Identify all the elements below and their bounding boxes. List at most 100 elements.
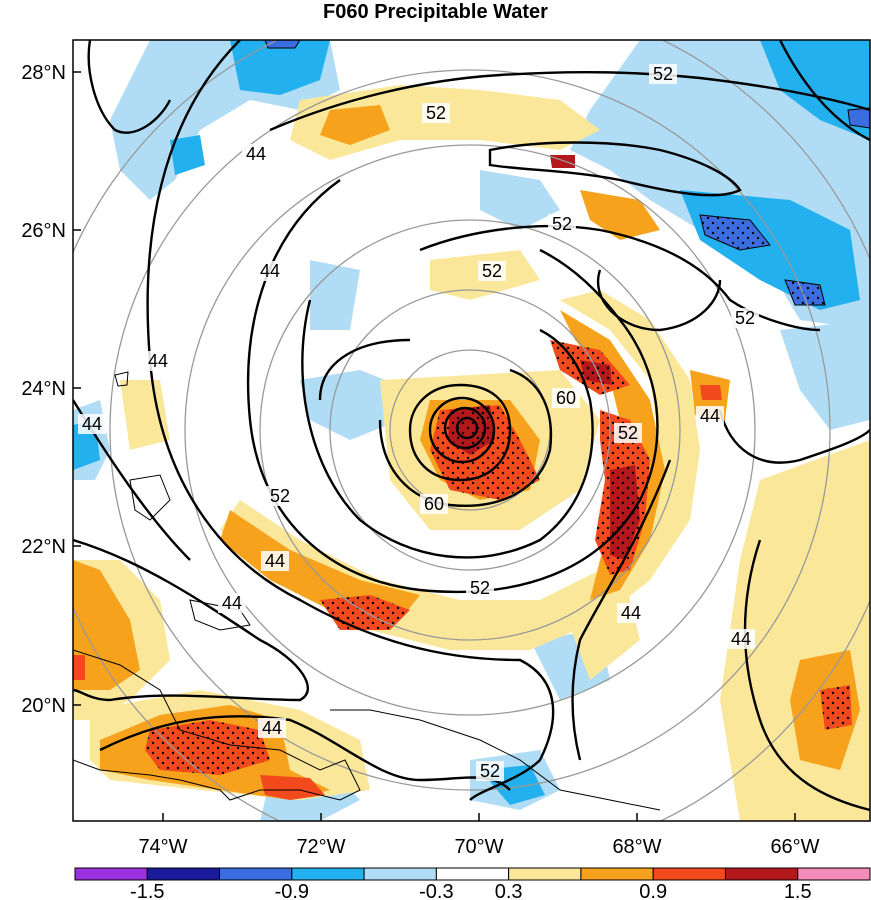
contour-60-2 (408, 383, 512, 482)
lightyellow-ring (220, 290, 700, 650)
contour-44-outer-w (146, 40, 555, 801)
contour-label-bg (478, 261, 506, 281)
contour-44-s (99, 715, 511, 791)
contour-label: 44 (262, 718, 282, 738)
contour-label: 44 (731, 629, 751, 649)
red-region-s2 (260, 775, 325, 800)
lon-label: 72°W (296, 836, 345, 858)
contour-label-bg (420, 494, 448, 514)
colorbar-bin (508, 867, 582, 881)
contour-label: 52 (653, 64, 673, 84)
colorbar-bin (74, 867, 148, 881)
contour-52-center (318, 338, 411, 401)
contour-labels: 52 52 44 52 52 44 52 44 52 60 60 52 52 44 44 44 44 44 44 44… (78, 64, 759, 781)
contour-label: 44 (222, 593, 242, 613)
contour-label-bg (548, 214, 576, 234)
contour-label-bg (78, 414, 106, 434)
contour-44-se2 (743, 539, 870, 812)
contour-label-bg (731, 308, 759, 328)
medblue-region-ne2 (760, 40, 870, 140)
colorbar-bin (435, 867, 510, 881)
lightblue-region-c2 (310, 260, 360, 330)
lightblue-region-center2 (480, 170, 560, 230)
contour-52-inner-1 (246, 179, 659, 594)
lat-label: 26°N (21, 220, 66, 242)
plot-frame (72, 39, 871, 822)
contour-label-bg (696, 406, 724, 426)
contour-label: 52 (470, 578, 490, 598)
contour-label-bg (617, 603, 645, 623)
lightyellow-region-w (120, 380, 170, 450)
lon-label: 66°W (770, 836, 819, 858)
contour-label: 44 (260, 261, 280, 281)
lightblue-region-e (780, 320, 870, 430)
contour-label-bg (256, 261, 284, 281)
lon-label: 74°W (138, 836, 187, 858)
contour-eye-2 (443, 406, 487, 450)
colorbar: -1.5 -0.9 -0.3 0.3 0.9 1.5 (74, 867, 871, 900)
contour-label: 52 (552, 214, 572, 234)
contour-44-e (718, 409, 870, 464)
colorbar-bin (291, 867, 365, 881)
contour-label-bg (727, 629, 755, 649)
contour-label-bg (218, 593, 246, 613)
contour-label: 52 (735, 308, 755, 328)
contour-44-ne (778, 40, 870, 142)
orange-region-sw (73, 560, 140, 690)
colorbar-label: -0.3 (419, 881, 453, 900)
longitude-axis: 74°W 72°W 70°W 68°W 66°W (138, 813, 820, 858)
contour-label-bg (649, 64, 677, 84)
contour-label-bg (258, 718, 286, 738)
colorbar-bin (797, 867, 871, 881)
contour-label: 44 (621, 603, 641, 623)
colorbar-bin (724, 867, 799, 881)
contour-52-inner-2 (301, 299, 594, 559)
contour-60-1 (378, 368, 553, 507)
orange-region-n (320, 105, 390, 145)
contour-label: 44 (700, 406, 720, 426)
contour-label-bg (552, 388, 580, 408)
darkblue-region-3 (847, 107, 870, 129)
contour-label-bg (242, 144, 270, 164)
orange-spiral-band (220, 510, 420, 620)
contour-44-nw (87, 40, 172, 134)
contour-label-bg (422, 103, 450, 123)
contour-label-bg (614, 423, 642, 443)
colorbar-bin (146, 867, 221, 881)
colorbar-label: -0.9 (275, 881, 309, 900)
colorbar-label: 0.9 (639, 881, 667, 900)
lat-label: 20°N (21, 695, 66, 717)
contour-label: 52 (270, 486, 290, 506)
colorbar-label: 0.3 (495, 881, 523, 900)
lat-label: 22°N (21, 536, 66, 558)
lat-label: 28°N (21, 62, 66, 84)
lon-label: 68°W (612, 836, 661, 858)
contour-52-ne (419, 224, 821, 332)
red-region-ne2 (700, 385, 722, 400)
contour-label-bg (266, 486, 294, 506)
contour-eye-1 (428, 396, 496, 464)
orange-region-ne (580, 190, 660, 240)
contour-label: 44 (265, 551, 285, 571)
contour-52-n (269, 70, 870, 132)
contour-label-bg (476, 761, 504, 781)
contour-label: 60 (556, 388, 576, 408)
contour-44-sw (73, 538, 310, 702)
pw-contours (73, 40, 870, 812)
lon-label: 70°W (454, 836, 503, 858)
contour-label: 44 (246, 144, 266, 164)
contour-label: 44 (82, 414, 102, 434)
colorbar-bin (363, 867, 437, 881)
contour-52-se-lobe (597, 269, 722, 332)
colorbar-label: -1.5 (130, 881, 164, 900)
contour-label: 44 (148, 351, 168, 371)
colorbar-label: 1.5 (784, 881, 812, 900)
contour-label-bg (466, 578, 494, 598)
contour-label-bg (144, 351, 172, 371)
contour-label: 60 (424, 494, 444, 514)
latitude-axis: 28°N 26°N 24°N 22°N 20°N (21, 62, 81, 717)
medblue-region-nw2 (170, 135, 205, 175)
colorbar-bin (580, 867, 654, 881)
colorbar-bin (219, 867, 293, 881)
